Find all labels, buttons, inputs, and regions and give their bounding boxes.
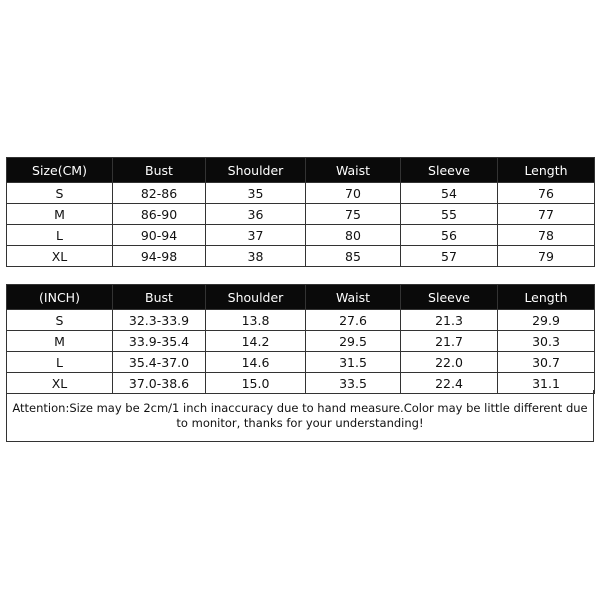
table-cell: 30.3	[497, 330, 595, 352]
column-header: Sleeve	[400, 284, 498, 310]
header-row: (INCH) Bust Shoulder Waist Sleeve Length	[6, 284, 595, 310]
table-cell: 37	[205, 224, 306, 246]
table-cell: 14.6	[205, 351, 306, 373]
table-cell: 21.7	[400, 330, 498, 352]
table-cell: 80	[305, 224, 401, 246]
table-row: L 35.4-37.0 14.6 31.5 22.0 30.7	[6, 351, 595, 373]
table-cell: 70	[305, 182, 401, 204]
table-cell: S	[6, 182, 113, 204]
table-cell: 33.5	[305, 372, 401, 394]
table-row: S 32.3-33.9 13.8 27.6 21.3 29.9	[6, 309, 595, 331]
table-row: M 86-90 36 75 55 77	[6, 203, 595, 225]
table-cell: L	[6, 224, 113, 246]
table-cell: 21.3	[400, 309, 498, 331]
column-header: Length	[497, 284, 595, 310]
column-header: Bust	[112, 284, 206, 310]
table-cell: 32.3-33.9	[112, 309, 206, 331]
column-header: Waist	[305, 284, 401, 310]
table-cell: 38	[205, 245, 306, 267]
table-cell: 31.5	[305, 351, 401, 373]
table-row: L 90-94 37 80 56 78	[6, 224, 595, 246]
table-cell: 33.9-35.4	[112, 330, 206, 352]
column-header: Waist	[305, 157, 401, 183]
table-cell: M	[6, 330, 113, 352]
table-cell: 15.0	[205, 372, 306, 394]
column-header: Sleeve	[400, 157, 498, 183]
header-row: Size(CM) Bust Shoulder Waist Sleeve Length	[6, 157, 595, 183]
table-cell: 79	[497, 245, 595, 267]
table-cell: 86-90	[112, 203, 206, 225]
table-cell: 13.8	[205, 309, 306, 331]
table-cell: 85	[305, 245, 401, 267]
table-cell: 77	[497, 203, 595, 225]
attention-note: Attention:Size may be 2cm/1 inch inaccur…	[6, 390, 594, 442]
table-row: XL 37.0-38.6 15.0 33.5 22.4 31.1	[6, 372, 595, 394]
table-cell: 78	[497, 224, 595, 246]
table-cell: 35.4-37.0	[112, 351, 206, 373]
table-cell: 35	[205, 182, 306, 204]
table-row: XL 94-98 38 85 57 79	[6, 245, 595, 267]
table-cell: 90-94	[112, 224, 206, 246]
table-cell: 22.4	[400, 372, 498, 394]
table-cell: 27.6	[305, 309, 401, 331]
attention-text: Attention:Size may be 2cm/1 inch inaccur…	[12, 400, 588, 430]
column-header: Shoulder	[205, 157, 306, 183]
table-cell: 76	[497, 182, 595, 204]
column-header: Shoulder	[205, 284, 306, 310]
table-row: M 33.9-35.4 14.2 29.5 21.7 30.3	[6, 330, 595, 352]
column-header: (INCH)	[6, 284, 113, 310]
table-cell: 94-98	[112, 245, 206, 267]
column-header: Size(CM)	[6, 157, 113, 183]
table-cell: XL	[6, 245, 113, 267]
table-cell: L	[6, 351, 113, 373]
table-cell: 56	[400, 224, 498, 246]
table-cell: 55	[400, 203, 498, 225]
size-chart-inch: (INCH) Bust Shoulder Waist Sleeve Length S 32.3…	[6, 284, 595, 394]
table-cell: 29.5	[305, 330, 401, 352]
size-chart-cm: Size(CM) Bust Shoulder Waist Sleeve Length S 82…	[6, 157, 595, 267]
column-header: Bust	[112, 157, 206, 183]
table-cell: XL	[6, 372, 113, 394]
column-header: Length	[497, 157, 595, 183]
table-cell: 14.2	[205, 330, 306, 352]
table-cell: 30.7	[497, 351, 595, 373]
table-cell: M	[6, 203, 113, 225]
table-cell: 82-86	[112, 182, 206, 204]
table-cell: 29.9	[497, 309, 595, 331]
table-cell: 57	[400, 245, 498, 267]
table-cell: 22.0	[400, 351, 498, 373]
table-cell: S	[6, 309, 113, 331]
table-cell: 31.1	[497, 372, 595, 394]
table-row: S 82-86 35 70 54 76	[6, 182, 595, 204]
table-cell: 75	[305, 203, 401, 225]
table-cell: 54	[400, 182, 498, 204]
table-cell: 36	[205, 203, 306, 225]
